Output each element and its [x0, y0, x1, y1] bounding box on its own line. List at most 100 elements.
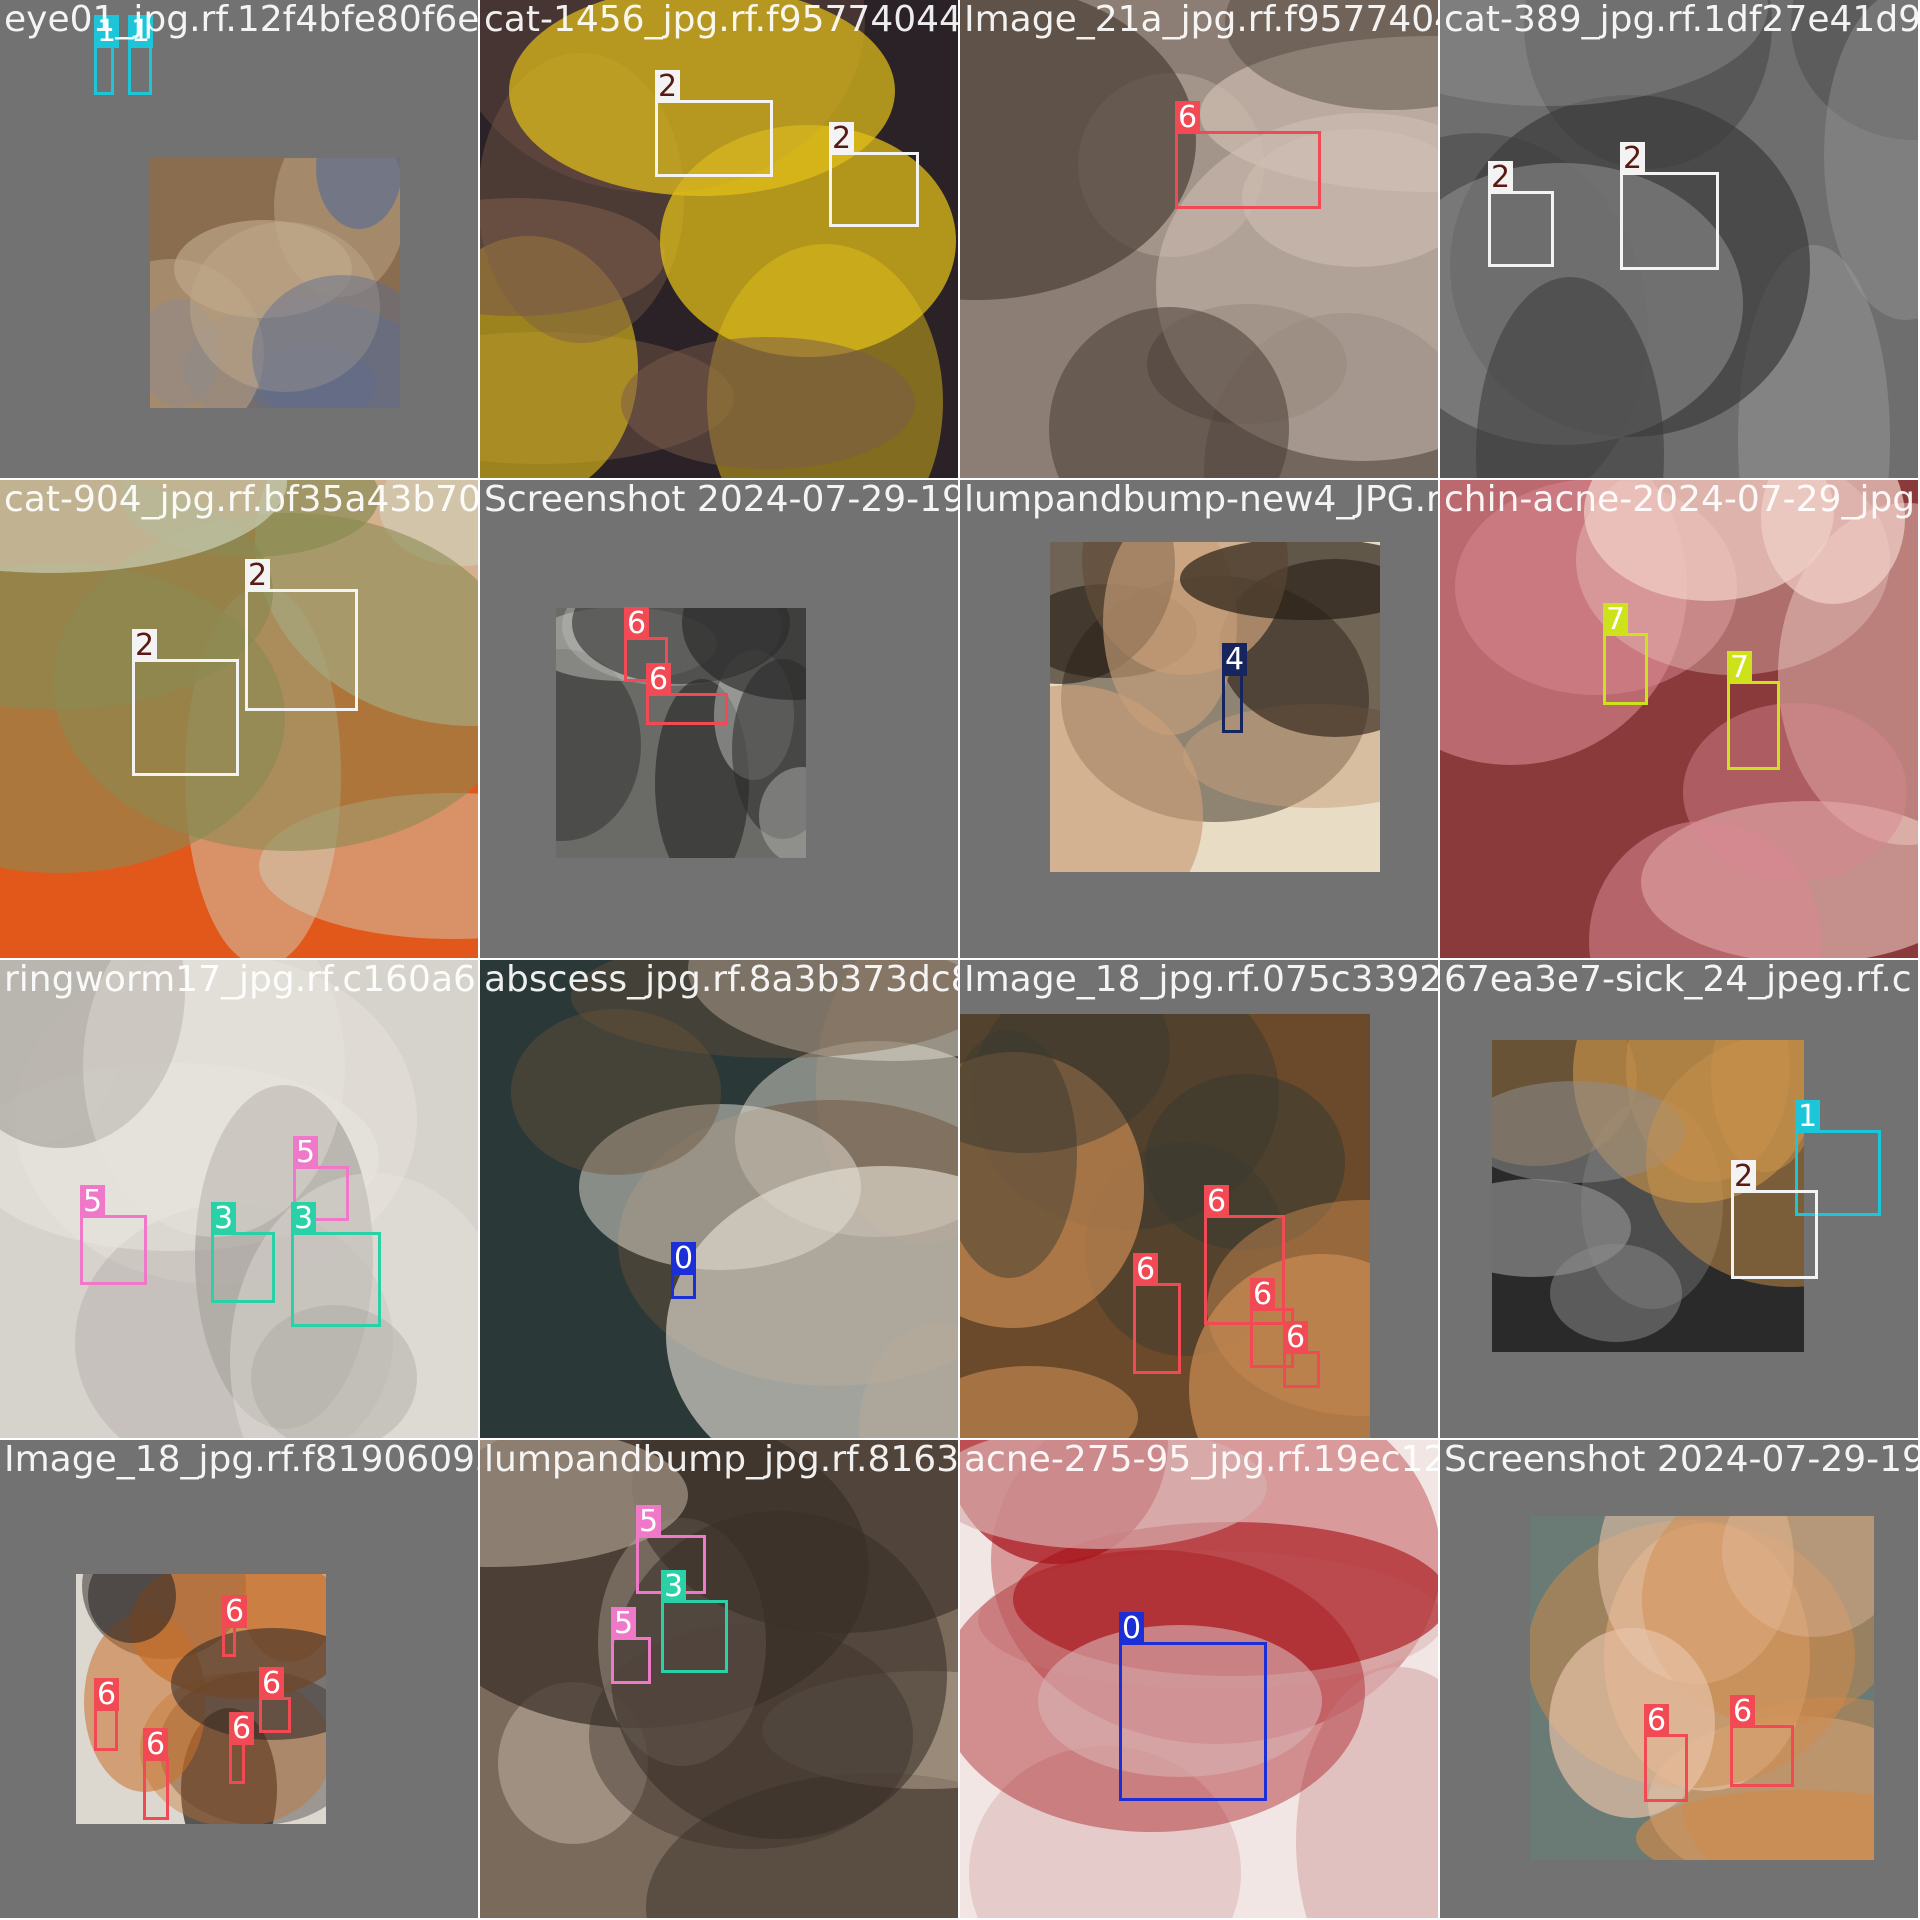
cat-photo — [1492, 1040, 1804, 1352]
class-label: 1 — [94, 15, 120, 48]
class-label: 6 — [1730, 1695, 1756, 1728]
cat-photo — [0, 480, 478, 958]
detection-box: 3 — [291, 1202, 381, 1327]
class-label: 6 — [143, 1728, 169, 1761]
file-name-label: Image_18_jpg.rf.f819060932d0b91d52d152a — [4, 1440, 478, 1480]
detection-box: 6 — [1204, 1185, 1285, 1325]
file-name-label: Screenshot 2024-07-29-195 — [1444, 1440, 1918, 1480]
photo-region — [1440, 0, 1768, 106]
photo-image — [480, 0, 958, 478]
photo-region — [1492, 1179, 1631, 1277]
file-name-label: Screenshot 2024-07-29-195211_png.rf.1 — [484, 480, 958, 520]
photo-region — [1636, 1790, 1874, 1860]
detection-box: 6 — [1133, 1253, 1181, 1374]
class-label: 6 — [94, 1678, 120, 1711]
photo-region — [1683, 703, 1907, 881]
class-label: 3 — [661, 1570, 687, 1603]
detection-box: 2 — [1620, 142, 1719, 270]
class-label: 2 — [1620, 142, 1646, 175]
cat-photo — [1530, 1516, 1874, 1860]
detection-box: 2 — [655, 70, 773, 177]
photo-region — [150, 259, 264, 408]
cat-photo — [0, 960, 478, 1438]
class-label: 3 — [211, 1202, 237, 1235]
photo-region — [0, 960, 185, 1148]
class-label: 2 — [132, 629, 158, 662]
photo-region — [1476, 277, 1664, 478]
sample-tile: 22cat-904_jpg.rf.bf35a43b70e37683afd7bfd… — [0, 480, 478, 958]
photo-image — [960, 0, 1438, 478]
photo-region — [960, 1014, 1170, 1153]
class-label: 2 — [1731, 1160, 1757, 1193]
photo-region — [579, 1104, 861, 1270]
photo-region — [84, 1612, 206, 1792]
detection-box: 6 — [624, 607, 668, 682]
photo-region — [759, 767, 806, 858]
detection-box: 6 — [1283, 1321, 1320, 1388]
detection-box: 5 — [293, 1136, 349, 1221]
sample-tile: 6 6 Screenshot 2024-07-29-195211_png.rf.1 — [480, 480, 958, 958]
detection-box: 5 — [80, 1185, 147, 1285]
detection-box: 6 — [1175, 101, 1321, 209]
photo-region — [556, 649, 641, 841]
sample-tile: 2 2 cat-389_jpg.rf.1df27e41d956 — [1440, 0, 1918, 478]
sample-tile: 6 6 Screenshot 2024-07-29-195 — [1440, 1440, 1918, 1918]
class-label: 6 — [222, 1595, 248, 1628]
photo-region — [1038, 1625, 1322, 1777]
detection-box: 6 — [229, 1712, 255, 1784]
class-label: 2 — [1488, 161, 1514, 194]
sample-tile: 66666Image_18_jpg.rf.f819060932d0b91d52d… — [0, 1440, 478, 1918]
detection-box: 1 — [94, 15, 120, 95]
class-label: 6 — [259, 1667, 285, 1700]
photo-region — [960, 1030, 1077, 1278]
photo-region — [1791, 0, 1918, 140]
detection-box: 6 — [646, 663, 728, 725]
cat-photo — [1440, 0, 1918, 478]
photo-region — [1180, 542, 1380, 620]
file-name-label: 67ea3e7-sick_24_jpeg.rf.c — [1444, 960, 1912, 1000]
cat-photo — [960, 1440, 1438, 1918]
photo-region — [960, 1440, 1267, 1549]
class-label: 2 — [655, 70, 681, 103]
class-label: 1 — [128, 15, 154, 48]
photo-region — [316, 158, 400, 229]
detection-box: 6 — [94, 1678, 120, 1751]
photo-region — [1492, 1081, 1685, 1183]
photo-region — [1189, 1254, 1370, 1438]
class-label: 4 — [1222, 643, 1248, 676]
photo-image — [0, 960, 478, 1438]
cat-photo — [150, 158, 400, 408]
detection-box: 6 — [143, 1728, 169, 1820]
photo-image — [0, 480, 478, 958]
class-label: 6 — [229, 1712, 255, 1745]
photo-image — [960, 1440, 1438, 1918]
photo-image — [1440, 0, 1918, 478]
photo-region — [251, 1305, 417, 1438]
detection-box: 2 — [1731, 1160, 1818, 1279]
photo-region — [732, 659, 806, 839]
photo-region — [195, 1085, 373, 1429]
file-name-label: eye01_jpg.rf.12f4bfe80f6e788eb4d5a4bd2f4… — [4, 0, 478, 40]
detection-box: 4 — [1222, 643, 1248, 733]
photo-region — [688, 960, 958, 1061]
class-label: 1 — [1795, 1100, 1821, 1133]
sample-tile: 1 2 67ea3e7-sick_24_jpeg.rf.c — [1440, 960, 1918, 1438]
detection-box: 6 — [222, 1595, 248, 1657]
detection-box: 1 — [128, 15, 154, 95]
photo-region — [1145, 1074, 1345, 1250]
detection-box: 6 — [1730, 1695, 1794, 1787]
class-label: 6 — [1204, 1185, 1230, 1218]
photo-region — [480, 1440, 688, 1567]
photo-region — [171, 1628, 326, 1740]
photo-region — [1225, 0, 1438, 110]
detection-box: 2 — [1488, 161, 1554, 267]
photo-region — [252, 275, 400, 408]
class-label: 6 — [1175, 101, 1201, 134]
cat-photo — [1440, 480, 1918, 958]
